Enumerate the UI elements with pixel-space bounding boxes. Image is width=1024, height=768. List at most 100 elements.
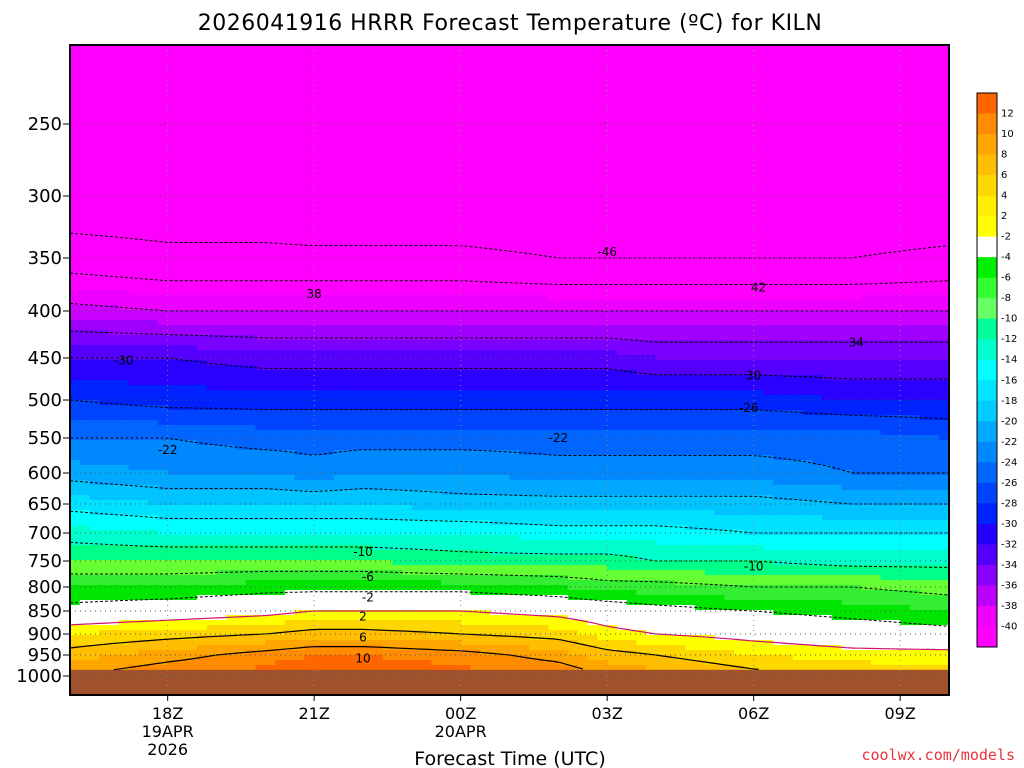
temperature-cell bbox=[89, 180, 100, 186]
temperature-cell bbox=[226, 125, 237, 131]
temperature-cell bbox=[148, 575, 159, 581]
temperature-cell bbox=[196, 565, 208, 571]
temperature-cell bbox=[187, 665, 198, 671]
temperature-cell bbox=[167, 635, 179, 641]
temperature-cell bbox=[363, 535, 374, 541]
temperature-cell bbox=[148, 105, 159, 111]
temperature-cell bbox=[323, 495, 335, 501]
temperature-cell bbox=[89, 290, 100, 296]
temperature-cell bbox=[294, 570, 305, 576]
temperature-cell bbox=[157, 550, 169, 556]
temperature-cell bbox=[206, 100, 218, 106]
temperature-cell bbox=[236, 535, 247, 541]
temperature-cell bbox=[148, 450, 159, 456]
temperature-cell bbox=[109, 655, 120, 661]
temperature-cell bbox=[128, 380, 139, 386]
temperature-cell bbox=[304, 545, 315, 551]
temperature-cell bbox=[382, 65, 393, 71]
temperature-cell bbox=[157, 490, 169, 496]
temperature-cell bbox=[128, 200, 139, 206]
temperature-cell bbox=[382, 375, 393, 381]
temperature-cell bbox=[411, 70, 423, 76]
temperature-cell bbox=[343, 645, 354, 651]
temperature-cell bbox=[109, 275, 120, 281]
temperature-cell bbox=[236, 415, 247, 421]
temperature-cell bbox=[275, 290, 286, 296]
temperature-cell bbox=[402, 540, 413, 546]
temperature-cell bbox=[245, 590, 257, 596]
temperature-cell bbox=[441, 250, 452, 256]
temperature-cell bbox=[275, 605, 286, 611]
temperature-cell bbox=[70, 60, 81, 66]
temperature-cell bbox=[128, 70, 139, 76]
temperature-cell bbox=[196, 650, 208, 656]
temperature-cell bbox=[138, 50, 149, 56]
temperature-cell bbox=[304, 450, 315, 456]
temperature-cell bbox=[372, 135, 384, 141]
temperature-cell bbox=[275, 665, 286, 671]
temperature-cell bbox=[206, 55, 218, 61]
temperature-cell bbox=[284, 340, 296, 346]
temperature-cell bbox=[128, 600, 139, 606]
temperature-cell bbox=[304, 215, 315, 221]
temperature-cell bbox=[372, 625, 384, 631]
temperature-cell bbox=[128, 525, 139, 531]
temperature-cell bbox=[304, 320, 315, 326]
temperature-cell bbox=[294, 420, 305, 426]
temperature-cell bbox=[99, 345, 110, 351]
temperature-cell bbox=[138, 45, 149, 51]
temperature-cell bbox=[99, 550, 110, 556]
temperature-cell bbox=[372, 260, 384, 266]
temperature-cell bbox=[333, 520, 345, 526]
temperature-cell bbox=[372, 80, 384, 86]
temperature-cell bbox=[157, 285, 169, 291]
temperature-cell bbox=[284, 550, 296, 556]
temperature-cell bbox=[226, 390, 237, 396]
temperature-cell bbox=[177, 140, 188, 146]
temperature-cell bbox=[128, 340, 139, 346]
temperature-cell bbox=[265, 105, 276, 111]
temperature-cell bbox=[109, 665, 120, 671]
temperature-cell bbox=[323, 345, 335, 351]
temperature-cell bbox=[245, 665, 257, 671]
temperature-cell bbox=[99, 645, 110, 651]
temperature-cell bbox=[275, 100, 286, 106]
temperature-cell bbox=[177, 185, 188, 191]
temperature-cell bbox=[99, 50, 110, 56]
temperature-cell bbox=[284, 150, 296, 156]
temperature-cell bbox=[236, 395, 247, 401]
temperature-cell bbox=[304, 655, 315, 661]
temperature-cell bbox=[128, 570, 139, 576]
temperature-cell bbox=[245, 265, 257, 271]
temperature-cell bbox=[382, 640, 393, 646]
temperature-cell bbox=[138, 400, 149, 406]
temperature-cell bbox=[148, 580, 159, 586]
temperature-cell bbox=[314, 245, 325, 251]
temperature-cell bbox=[402, 415, 413, 421]
temperature-cell bbox=[314, 505, 325, 511]
temperature-cell bbox=[402, 400, 413, 406]
temperature-cell bbox=[206, 655, 218, 661]
temperature-cell bbox=[353, 295, 364, 301]
temperature-cell bbox=[314, 660, 325, 666]
temperature-cell bbox=[128, 255, 139, 261]
temperature-cell bbox=[441, 55, 452, 61]
temperature-cell bbox=[99, 630, 110, 636]
temperature-cell bbox=[226, 190, 237, 196]
temperature-cell bbox=[236, 365, 247, 371]
temperature-cell bbox=[275, 275, 286, 281]
temperature-cell bbox=[157, 200, 169, 206]
temperature-cell bbox=[245, 600, 257, 606]
temperature-cell bbox=[89, 445, 100, 451]
temperature-cell bbox=[167, 130, 179, 136]
temperature-cell bbox=[294, 495, 305, 501]
temperature-cell bbox=[109, 250, 120, 256]
temperature-cell bbox=[441, 210, 452, 216]
temperature-cell bbox=[245, 110, 257, 116]
temperature-cell bbox=[148, 180, 159, 186]
temperature-cell bbox=[304, 660, 315, 666]
temperature-cell bbox=[402, 315, 413, 321]
temperature-cell bbox=[411, 180, 423, 186]
temperature-cell bbox=[431, 615, 442, 621]
